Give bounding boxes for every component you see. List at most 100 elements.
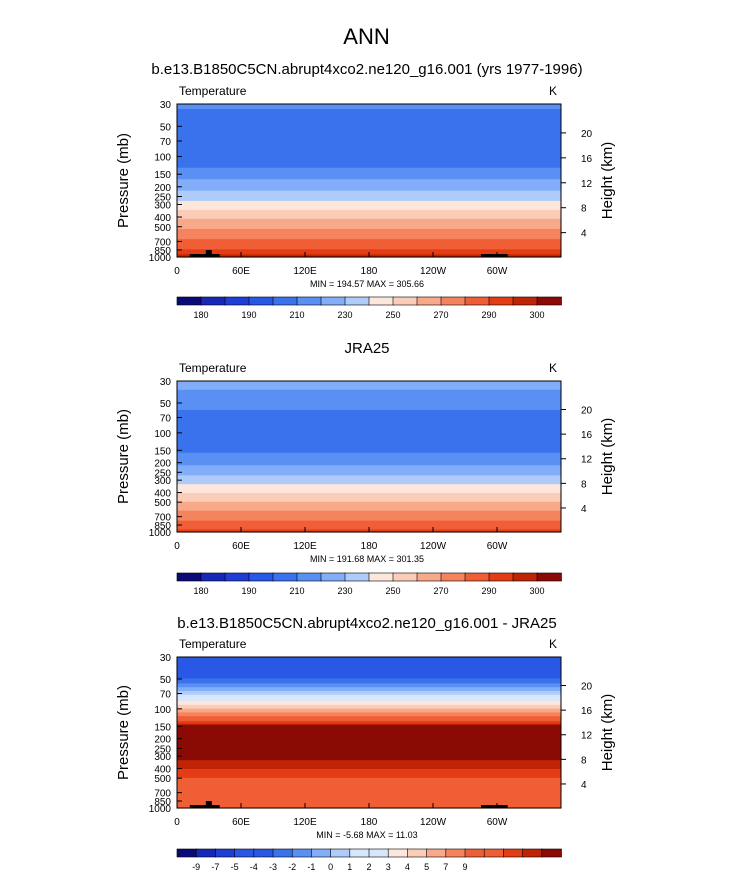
contour-band [177,166,561,169]
contour-band [177,679,561,682]
topography-mark [189,254,220,257]
colorbar-label: 300 [529,586,544,596]
colorbar-label: 190 [241,586,256,596]
contour-band [177,712,561,715]
colorbar-label: -1 [307,862,315,872]
y-tick-label: 30 [160,100,172,111]
contour-band [177,511,561,514]
contour-band [177,123,561,126]
contour-band [177,392,561,395]
contour-band [177,486,561,489]
contour-band [177,770,561,773]
contour-band [177,109,561,111]
height-tick-label: 4 [581,229,587,240]
contour-band [177,207,561,210]
contour-band [177,474,561,476]
contour-band [177,391,561,393]
colorbar-box [392,572,418,582]
height-tick-label: 8 [581,479,587,490]
contour-band [177,381,561,383]
colorbar-box [234,848,255,858]
contour-band [177,104,561,106]
y-axis-label: Pressure (mb) [115,409,132,504]
contour-band [177,174,561,176]
colorbar-label: 180 [193,586,208,596]
contour-band [177,504,561,507]
contour-band [177,799,561,802]
contour-band [177,694,561,697]
height-tick-label: 12 [581,731,593,742]
y-tick-label: 1000 [149,253,172,264]
contour-band [177,155,561,157]
contour-band [177,757,561,760]
contour-band [177,481,561,484]
x-tick-label: 0 [174,541,180,552]
colorbar-box [426,848,447,858]
contour-band [177,394,561,397]
contour-band [177,790,561,793]
contour-band [177,105,561,108]
contour-band [177,133,561,136]
y-tick-label: 50 [160,122,172,133]
colorbar-label: -4 [250,862,258,872]
units-label: K [549,84,557,98]
contour-band [177,448,561,451]
contour-band [177,387,561,390]
colorbar-box [253,848,274,858]
colorbar-box [440,572,466,582]
colorbar-label: 300 [529,310,544,320]
colorbar-label: 250 [385,310,400,320]
contour-band [177,412,561,415]
colorbar-box [296,572,322,582]
contour-band [177,768,561,771]
y-axis-label: Pressure (mb) [115,685,132,780]
contour-band [177,774,561,776]
contour-band [177,399,561,402]
colorbar-box [176,572,202,582]
colorbar-box [200,296,226,306]
contour-band [177,189,561,192]
colorbar: -9 -7 -5 -4 -3 -2 -1 0 1 2 3 4 5 7 9 [176,848,562,872]
contour-band [177,738,561,741]
variable-label: Temperature [179,637,247,651]
contour-band [177,513,561,515]
contour-band [177,775,561,778]
colorbar-box [195,848,217,858]
y-tick-label: 150 [154,446,171,457]
height-tick-label: 8 [581,755,587,766]
y-tick-label: 70 [160,413,172,424]
panel-title: JRA25 [344,340,389,357]
contour-band [177,199,561,202]
contour-band [177,467,561,470]
chart-panel-3: b.e13.B1850C5CN.abrupt4xco2.ne120_g16.00… [115,615,616,872]
contour-band [177,447,561,450]
colorbar-box [368,572,394,582]
contour-band [177,668,561,671]
contour-band [177,465,561,468]
y-tick-label: 100 [154,153,171,164]
contour-band [177,758,561,761]
variable-label: Temperature [179,361,247,375]
units-label: K [549,637,557,651]
colorbar-box [445,848,466,858]
y-tick-label: 500 [154,774,171,785]
contour-band [177,393,561,396]
y-tick-label: 300 [154,476,171,487]
y-tick-label: 400 [154,489,171,500]
contour-band [177,737,561,740]
height-tick-label: 4 [581,504,587,515]
contour-band [177,126,561,129]
y-tick-label: 30 [160,653,172,664]
contour-band [177,701,561,703]
contour-band [177,169,561,171]
contour-band [177,791,561,794]
contour-band [177,698,561,701]
contour-band [177,451,561,454]
contour-band [177,106,561,109]
contour-band [177,197,561,199]
contour-band [177,750,561,752]
contour-band [177,140,561,143]
contour-band [177,724,561,727]
contour-band [177,188,561,191]
contour-band [177,506,561,509]
